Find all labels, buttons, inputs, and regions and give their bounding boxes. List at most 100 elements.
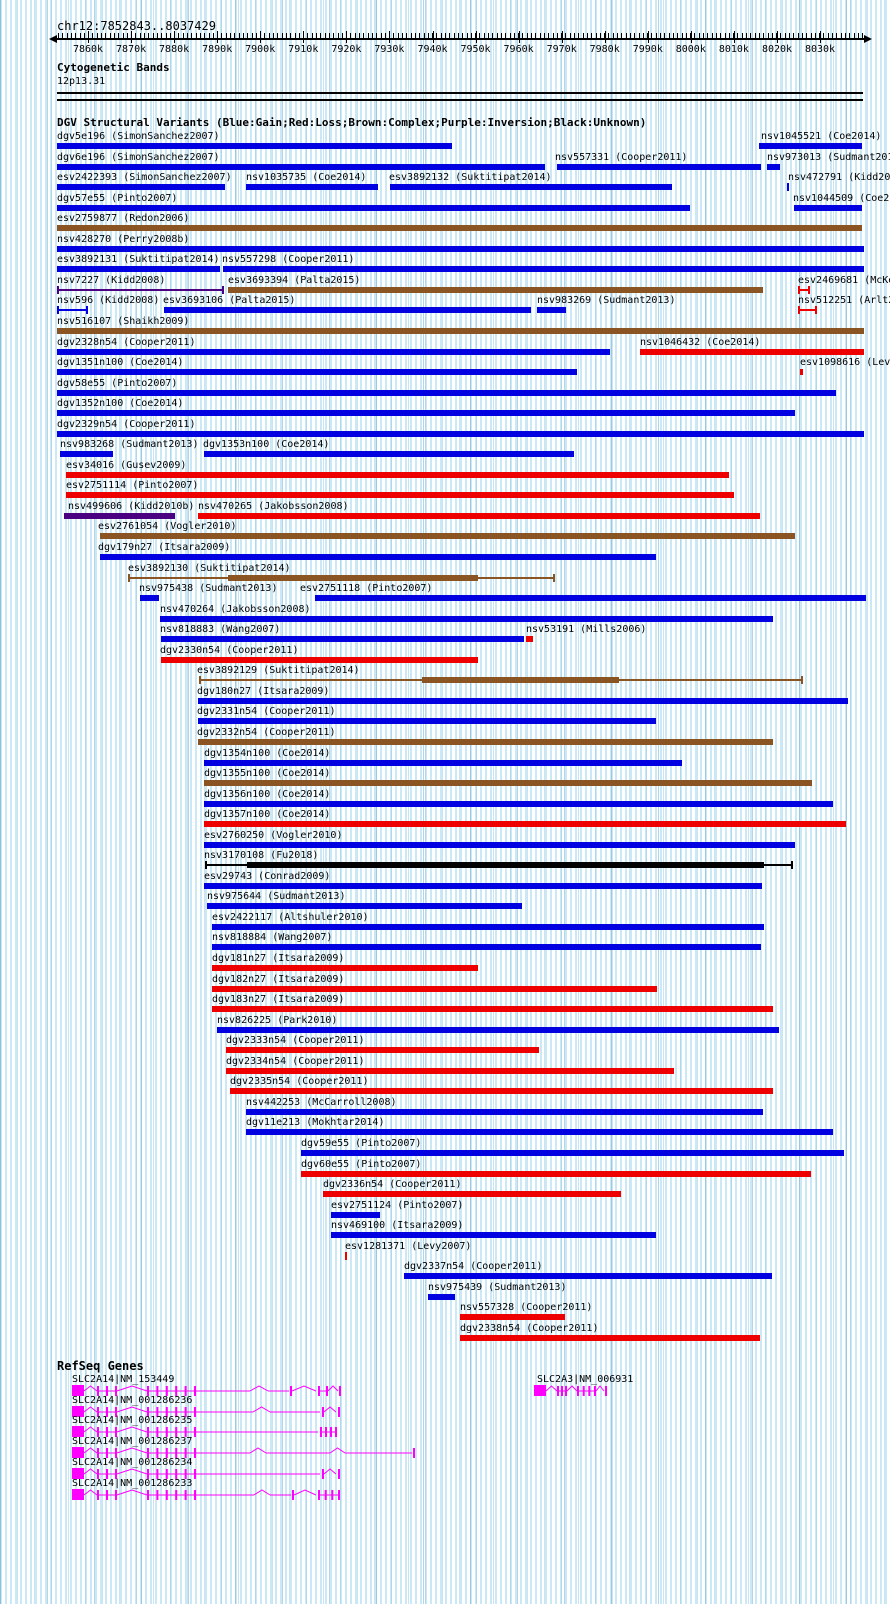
- variant-bar[interactable]: [230, 1088, 773, 1094]
- variant-range-line[interactable]: [57, 309, 88, 311]
- gene-model[interactable]: [0, 1446, 890, 1461]
- gene-model[interactable]: [0, 1488, 890, 1503]
- ruler-minor-tick: [449, 33, 451, 38]
- variant-bar[interactable]: [301, 1171, 811, 1177]
- variant-bar[interactable]: [57, 390, 836, 396]
- variant-bar[interactable]: [204, 883, 762, 889]
- variant-bar[interactable]: [404, 1273, 772, 1279]
- variant-bar[interactable]: [198, 718, 656, 724]
- variant-bar[interactable]: [794, 205, 862, 211]
- variant-bar[interactable]: [246, 1129, 833, 1135]
- variant-bar[interactable]: [228, 287, 763, 293]
- variant-range-line[interactable]: [798, 309, 817, 311]
- variant-bar[interactable]: [160, 616, 773, 622]
- gene-model[interactable]: [0, 1384, 890, 1399]
- variant-bar[interactable]: [323, 1191, 621, 1197]
- variant-bar[interactable]: [66, 472, 729, 478]
- variant-bar[interactable]: [460, 1314, 565, 1320]
- variant-bar[interactable]: [460, 1335, 760, 1341]
- variant-bar[interactable]: [390, 184, 672, 190]
- gene-model[interactable]: [0, 1405, 890, 1420]
- variant-bar[interactable]: [301, 1150, 844, 1156]
- variant-bar[interactable]: [315, 595, 866, 601]
- variant-bar[interactable]: [161, 657, 478, 663]
- variant-bar[interactable]: [204, 801, 833, 807]
- ruler-minor-tick: [832, 33, 833, 38]
- cytoband-label[interactable]: 12p13.31: [57, 76, 106, 87]
- variant-bar[interactable]: [247, 862, 764, 868]
- variant-bar[interactable]: [246, 184, 378, 190]
- variant-bar[interactable]: [198, 513, 760, 519]
- variant-bar[interactable]: [212, 986, 657, 992]
- variant-bar[interactable]: [207, 903, 522, 909]
- variant-bar[interactable]: [212, 1006, 773, 1012]
- variant-bar[interactable]: [140, 595, 159, 601]
- variant-bar[interactable]: [759, 143, 862, 149]
- variant-bar[interactable]: [557, 164, 761, 170]
- variant-bar[interactable]: [204, 451, 574, 457]
- variant-bar[interactable]: [537, 307, 566, 313]
- variant-range-line[interactable]: [57, 289, 224, 291]
- variant-bar[interactable]: [164, 307, 531, 313]
- variant-bar[interactable]: [331, 1232, 656, 1238]
- variant-bar[interactable]: [198, 698, 848, 704]
- variant-bar[interactable]: [204, 842, 795, 848]
- variant-bar[interactable]: [57, 328, 864, 334]
- variant-bar[interactable]: [161, 636, 524, 642]
- variant-bar[interactable]: [64, 513, 175, 519]
- variant-bar[interactable]: [57, 164, 545, 170]
- variant-bar[interactable]: [57, 225, 862, 231]
- variant-bar[interactable]: [212, 944, 761, 950]
- variant-bar[interactable]: [57, 431, 864, 437]
- ruler-minor-tick: [135, 33, 137, 38]
- gene-model[interactable]: [0, 1467, 890, 1482]
- variant-label: esv2759877 (Redon2006): [57, 213, 190, 224]
- ruler-minor-tick: [251, 33, 253, 38]
- variant-bar[interactable]: [428, 1294, 455, 1300]
- gene-model[interactable]: [0, 1425, 890, 1440]
- variant-bar[interactable]: [57, 266, 220, 272]
- variant-bar[interactable]: [57, 184, 225, 190]
- variant-bar[interactable]: [100, 533, 795, 539]
- variant-bar[interactable]: [526, 636, 533, 642]
- gene-model[interactable]: [0, 1384, 890, 1399]
- cytoband-bar-bottom[interactable]: [57, 99, 863, 101]
- variant-bar[interactable]: [800, 369, 803, 375]
- variant-bar[interactable]: [217, 1027, 779, 1033]
- variant-bar[interactable]: [57, 410, 795, 416]
- ruler-minor-tick: [694, 33, 696, 38]
- variant-bar[interactable]: [57, 143, 452, 149]
- variant-bar[interactable]: [57, 205, 690, 211]
- variant-bar[interactable]: [331, 1212, 380, 1218]
- variant-bar[interactable]: [204, 780, 812, 786]
- variant-bar[interactable]: [212, 965, 478, 971]
- variant-bar[interactable]: [100, 554, 656, 560]
- variant-bar[interactable]: [226, 1047, 539, 1053]
- variant-point[interactable]: [787, 183, 789, 191]
- variant-bar[interactable]: [640, 349, 864, 355]
- ruler-minor-tick: [543, 33, 545, 38]
- ruler-minor-tick: [199, 33, 201, 38]
- ruler-major-tick: [777, 31, 778, 43]
- variant-bar[interactable]: [57, 246, 864, 252]
- variant-bar[interactable]: [422, 677, 619, 683]
- variant-bar[interactable]: [226, 1068, 674, 1074]
- variant-bar[interactable]: [212, 924, 764, 930]
- variant-bar[interactable]: [57, 349, 610, 355]
- ruler-major-tick: [518, 31, 520, 43]
- variant-range-line[interactable]: [798, 289, 810, 291]
- variant-bar[interactable]: [66, 492, 734, 498]
- ruler-minor-tick: [737, 33, 739, 38]
- variant-bar[interactable]: [204, 760, 682, 766]
- cytoband-bar-top[interactable]: [57, 92, 863, 94]
- variant-bar[interactable]: [57, 369, 577, 375]
- variant-bar[interactable]: [246, 1109, 763, 1115]
- variant-bar[interactable]: [228, 575, 478, 581]
- variant-bar[interactable]: [204, 821, 846, 827]
- variant-bar[interactable]: [223, 266, 864, 272]
- variant-label: dgv2331n54 (Cooper2011): [197, 706, 336, 717]
- variant-bar[interactable]: [767, 164, 780, 170]
- variant-bar[interactable]: [60, 451, 113, 457]
- variant-bar[interactable]: [198, 739, 773, 745]
- variant-point[interactable]: [345, 1252, 347, 1260]
